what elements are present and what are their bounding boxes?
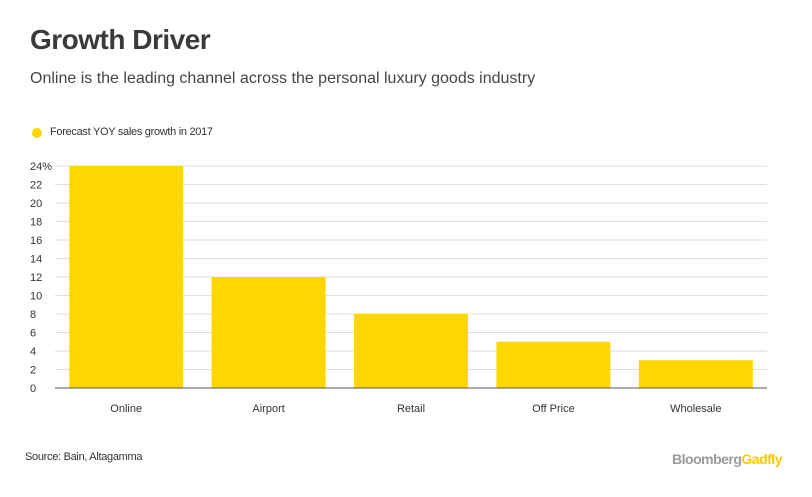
- brand-part1: Bloomberg: [672, 451, 742, 467]
- x-tick-label: Wholesale: [670, 403, 721, 415]
- bar: [69, 166, 184, 388]
- x-tick-label: Retail: [397, 403, 425, 415]
- y-tick-label: 6: [30, 328, 36, 340]
- bar-chart: 0 2 4 6 8 10 12 14 16 18 20 22 24% Online Airport Retai…: [30, 161, 767, 415]
- bar: [638, 360, 753, 388]
- y-tick-label: 16: [30, 235, 42, 247]
- legend-swatch: [32, 128, 42, 138]
- y-tick-label: 18: [30, 217, 42, 229]
- y-tick-label: 2: [30, 365, 36, 377]
- y-tick-label: 10: [30, 291, 42, 303]
- y-tick-label: 24%: [30, 161, 52, 173]
- x-tick-label: Airport: [252, 403, 284, 415]
- y-tick-label: 20: [30, 198, 42, 210]
- chart-title: Growth Driver: [30, 24, 211, 55]
- bar: [211, 277, 326, 388]
- brand-part2: Gadfly: [741, 451, 782, 467]
- y-tick-label: 4: [30, 346, 36, 358]
- legend: Forecast YOY sales growth in 2017: [32, 125, 213, 138]
- y-tick-label: 8: [30, 309, 36, 321]
- chart-subtitle: Online is the leading channel across the…: [30, 70, 536, 87]
- source-note: Source: Bain, Altagamma: [25, 451, 143, 463]
- y-tick-label: 0: [30, 383, 36, 395]
- y-tick-label: 14: [30, 254, 42, 266]
- brand-logo: BloombergGadfly: [672, 451, 782, 467]
- bar: [354, 314, 468, 388]
- x-tick-label: Off Price: [532, 403, 575, 415]
- legend-label: Forecast YOY sales growth in 2017: [50, 125, 213, 138]
- x-tick-label: Online: [110, 403, 142, 415]
- bar: [496, 341, 611, 388]
- y-tick-label: 12: [30, 272, 42, 284]
- y-tick-label: 22: [30, 180, 42, 192]
